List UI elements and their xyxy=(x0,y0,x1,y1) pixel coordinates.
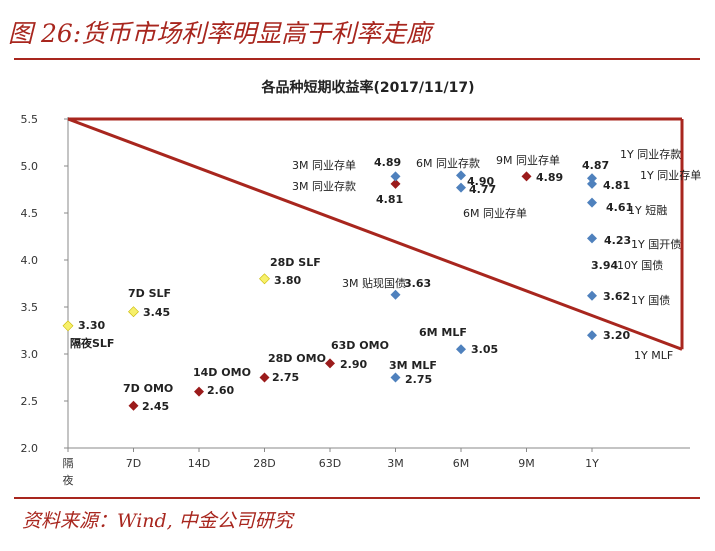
data-value-label: 4.81 xyxy=(376,193,403,206)
data-point xyxy=(325,358,335,369)
data-name-label: 6M 同业存款 xyxy=(416,156,480,170)
data-name-label: 10Y 国债 xyxy=(617,258,663,272)
data-point xyxy=(128,400,139,411)
data-point xyxy=(259,273,270,285)
x-tick-label: 28D xyxy=(253,457,275,470)
x-tick-label: 隔 xyxy=(63,457,74,470)
y-tick-label: 4.0 xyxy=(21,254,39,267)
data-value-label: 3.05 xyxy=(471,343,498,356)
data-name-label: 1Y 国债 xyxy=(631,293,670,307)
data-value-label: 2.90 xyxy=(340,358,367,371)
y-tick-label: 2.5 xyxy=(21,395,39,408)
data-point xyxy=(521,171,532,182)
source-note: 资料来源：Wind, 中金公司研究 xyxy=(22,510,293,532)
data-point xyxy=(587,233,597,244)
data-value-label: 2.75 xyxy=(405,373,432,386)
data-name-label: 6M MLF xyxy=(419,326,467,339)
data-name-label: 28D SLF xyxy=(270,256,321,269)
data-name-label: 1Y 同业存单 xyxy=(640,168,701,182)
data-point xyxy=(587,330,597,341)
x-tick-label: 14D xyxy=(188,457,210,470)
data-value-label: 4.89 xyxy=(536,171,563,184)
data-point xyxy=(587,290,597,301)
data-value-label: 2.45 xyxy=(142,400,169,413)
data-point xyxy=(456,170,466,181)
data-point xyxy=(390,372,401,383)
data-point xyxy=(390,178,401,189)
data-point xyxy=(128,306,139,318)
data-name-label: 7D SLF xyxy=(128,287,171,300)
data-value-label: 3.94 xyxy=(591,259,618,272)
data-value-label: 2.75 xyxy=(272,371,299,384)
data-name-label: 1Y 国开债 xyxy=(631,237,681,251)
data-value-label: 3.45 xyxy=(143,306,170,319)
data-value-label: 2.60 xyxy=(207,384,234,397)
chart-svg: 各品种短期收益率(2017/11/17) 2.0 2.5 3.0 3.5 4.0 4.5 5… xyxy=(21,79,702,487)
data-name-label: 63D OMO xyxy=(331,339,389,352)
data-point xyxy=(456,344,466,355)
data-point xyxy=(587,173,597,184)
y-tick-label: 3.5 xyxy=(21,301,39,314)
data-name-label: 1Y 短融 xyxy=(628,203,667,217)
data-name-label: 1Y 同业存款 xyxy=(620,147,681,161)
source-rule xyxy=(14,497,700,499)
data-value-label: 4.61 xyxy=(606,201,633,214)
data-value-label: 3.62 xyxy=(603,290,630,303)
x-tick-label: 夜 xyxy=(63,473,74,487)
data-name-label: 14D OMO xyxy=(193,366,251,379)
y-tick-label: 3.0 xyxy=(21,348,39,361)
data-point xyxy=(587,178,597,189)
data-point xyxy=(587,197,597,208)
data-name-label: 隔夜SLF xyxy=(70,336,114,350)
data-point xyxy=(194,386,204,397)
data-name-label: 3M 同业存单 xyxy=(292,158,356,172)
y-tick-label: 2.0 xyxy=(21,442,39,455)
title-rule xyxy=(14,58,700,60)
data-value-label: 4.87 xyxy=(582,159,609,172)
data-value-label: 3.80 xyxy=(274,274,301,287)
data-name-label: 6M 同业存单 xyxy=(463,206,527,220)
data-point xyxy=(62,320,74,332)
data-name-label: 1Y MLF xyxy=(634,349,673,362)
data-point xyxy=(259,372,270,383)
data-name-label: 3M 贴现国债 xyxy=(342,276,406,290)
y-tick-label: 5.5 xyxy=(21,113,39,126)
x-tick-label: 6M xyxy=(453,457,470,470)
data-point xyxy=(456,182,466,193)
x-tick-label: 9M xyxy=(518,457,535,470)
data-value-label: 4.90 xyxy=(467,175,494,188)
data-name-label: 7D OMO xyxy=(123,382,173,395)
data-point xyxy=(390,289,401,300)
data-name-label: 28D OMO xyxy=(268,352,326,365)
data-value-label: 4.89 xyxy=(374,156,401,169)
x-tick-label: 3M xyxy=(387,457,404,470)
figure-title: 图 26:货币市场利率明显高于利率走廊 xyxy=(8,19,432,48)
chart-title: 各品种短期收益率(2017/11/17) xyxy=(261,79,475,96)
corridor-lower-line xyxy=(67,117,683,351)
data-value-label: 3.30 xyxy=(78,319,105,332)
y-tick-label: 4.5 xyxy=(21,207,39,220)
x-tick-label: 63D xyxy=(319,457,341,470)
data-name-label: 3M MLF xyxy=(389,359,437,372)
data-value-label: 4.81 xyxy=(603,179,630,192)
x-tick-label: 7D xyxy=(126,457,141,470)
data-name-label: 3M 同业存款 xyxy=(292,179,356,193)
data-value-label: 3.20 xyxy=(603,329,630,342)
data-value-label: 4.77 xyxy=(469,183,496,196)
data-point xyxy=(390,171,401,182)
y-tick-label: 5.0 xyxy=(21,160,39,173)
data-value-label: 4.23 xyxy=(604,234,631,247)
x-tick-label: 1Y xyxy=(585,457,599,470)
data-name-label: 9M 同业存单 xyxy=(496,153,560,167)
data-value-label: 3.63 xyxy=(404,277,431,290)
